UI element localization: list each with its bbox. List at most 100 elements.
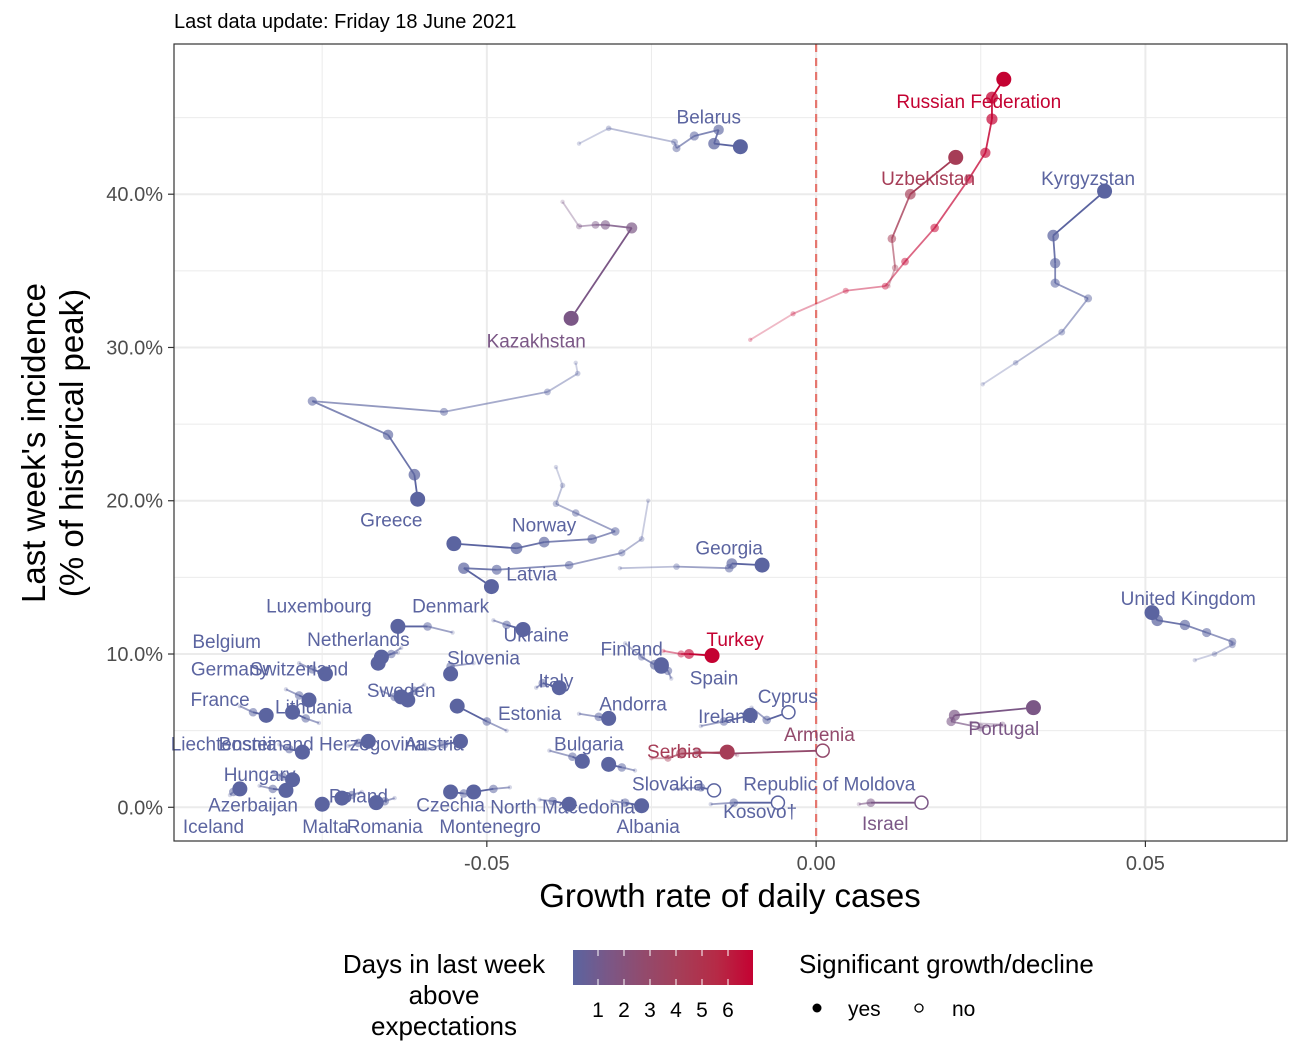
data-point <box>574 370 581 377</box>
data-point <box>285 772 301 788</box>
country-label: Liechtenstein <box>171 734 283 755</box>
data-point <box>866 798 876 807</box>
trajectory-segment <box>887 267 896 287</box>
country-label: Russian Federation <box>896 92 1061 113</box>
series-bulgaria <box>547 748 590 769</box>
trajectory-segment <box>1194 653 1215 662</box>
data-point <box>278 772 287 781</box>
series-serbia <box>649 744 735 762</box>
data-point <box>502 620 511 630</box>
country-label: Romania <box>347 817 423 838</box>
country-label: Germany <box>191 659 270 680</box>
country-label: Kyrgyzstan <box>1041 169 1135 190</box>
data-point <box>887 234 897 243</box>
trajectory-segment <box>312 400 445 413</box>
series-north-macedonia <box>537 796 577 812</box>
trajectory-segment <box>1052 190 1106 237</box>
data-point <box>1211 651 1218 657</box>
data-point <box>719 744 735 760</box>
data-point <box>886 283 891 289</box>
data-point <box>671 138 678 146</box>
trajectory-segment <box>663 650 682 655</box>
country-label: Portugal <box>968 719 1039 740</box>
data-point <box>248 707 258 717</box>
data-point <box>706 783 722 798</box>
colorbar-tick-label: 3 <box>644 999 656 1022</box>
data-point <box>587 534 598 544</box>
data-point <box>439 740 449 749</box>
data-point <box>605 125 612 132</box>
data-point <box>317 666 333 682</box>
data-point <box>548 796 557 806</box>
data-point <box>308 665 317 674</box>
data-point <box>301 692 317 708</box>
data-point <box>294 744 310 760</box>
data-point <box>410 491 426 507</box>
trajectory-segment <box>681 751 728 755</box>
country-label: Poland <box>329 787 388 808</box>
data-point <box>661 648 666 654</box>
series-poland <box>334 789 364 806</box>
data-point <box>620 798 630 807</box>
trajectory-segment <box>544 538 593 544</box>
series-ireland <box>698 707 758 729</box>
trajectory-segment <box>453 542 517 550</box>
series-italy <box>534 678 567 696</box>
trajectory-segment <box>570 227 633 319</box>
data-point <box>575 223 583 230</box>
data-point <box>573 360 578 365</box>
series-ukraine <box>491 618 531 637</box>
plot-border <box>173 43 1288 842</box>
data-point <box>748 337 753 343</box>
data-point <box>408 468 421 481</box>
data-point <box>392 795 397 801</box>
trajectory-segment <box>970 722 1003 726</box>
series-republic-of-moldova <box>672 783 722 798</box>
series-andorra <box>576 710 617 726</box>
data-point <box>999 721 1006 728</box>
trajectory-segment <box>546 372 579 393</box>
data-point <box>510 542 523 555</box>
country-label: Andorra <box>599 695 667 716</box>
trajectory-segment <box>1015 331 1063 364</box>
trajectory-segment <box>909 156 957 195</box>
trajectory-segment <box>1054 282 1089 300</box>
data-point <box>368 795 384 811</box>
country-label: Belarus <box>677 108 741 129</box>
data-point <box>734 752 740 758</box>
country-label: Armenia <box>784 725 855 746</box>
series-iceland <box>227 781 248 798</box>
trajectory-segment <box>749 312 794 341</box>
data-point <box>1025 700 1041 716</box>
data-point <box>1012 360 1019 366</box>
data-point <box>270 769 275 775</box>
data-point <box>390 618 406 634</box>
color-legend-title-line3: expectations <box>371 1011 517 1041</box>
data-point <box>980 382 985 387</box>
trajectory-segment <box>890 238 897 268</box>
colorbar-tick-label: 5 <box>696 999 708 1022</box>
trajectory-segment <box>792 289 847 315</box>
series-montenegro <box>466 784 513 800</box>
data-point <box>762 715 772 725</box>
data-point <box>1050 278 1060 288</box>
data-point <box>563 310 579 326</box>
series-greece <box>307 360 581 507</box>
y-tick-label: 20.0% <box>106 491 163 513</box>
color-legend-title-line2: above <box>409 980 480 1010</box>
x-tick-label: 0.00 <box>797 853 836 875</box>
country-label: Spain <box>690 669 739 690</box>
country-label: Bulgaria <box>554 734 624 755</box>
data-point <box>515 621 531 637</box>
trajectory-segment <box>608 127 675 143</box>
data-point <box>1084 294 1093 303</box>
trajectory-segment <box>624 642 643 658</box>
country-label: France <box>191 690 250 711</box>
data-point <box>708 802 713 807</box>
data-point <box>489 784 498 794</box>
data-point <box>316 720 322 726</box>
data-point <box>609 798 615 804</box>
y-axis-ticks: 0.0% 10.0% 20.0% 30.0% 40.0% <box>106 184 174 819</box>
data-point <box>729 798 739 807</box>
data-point <box>491 564 502 575</box>
